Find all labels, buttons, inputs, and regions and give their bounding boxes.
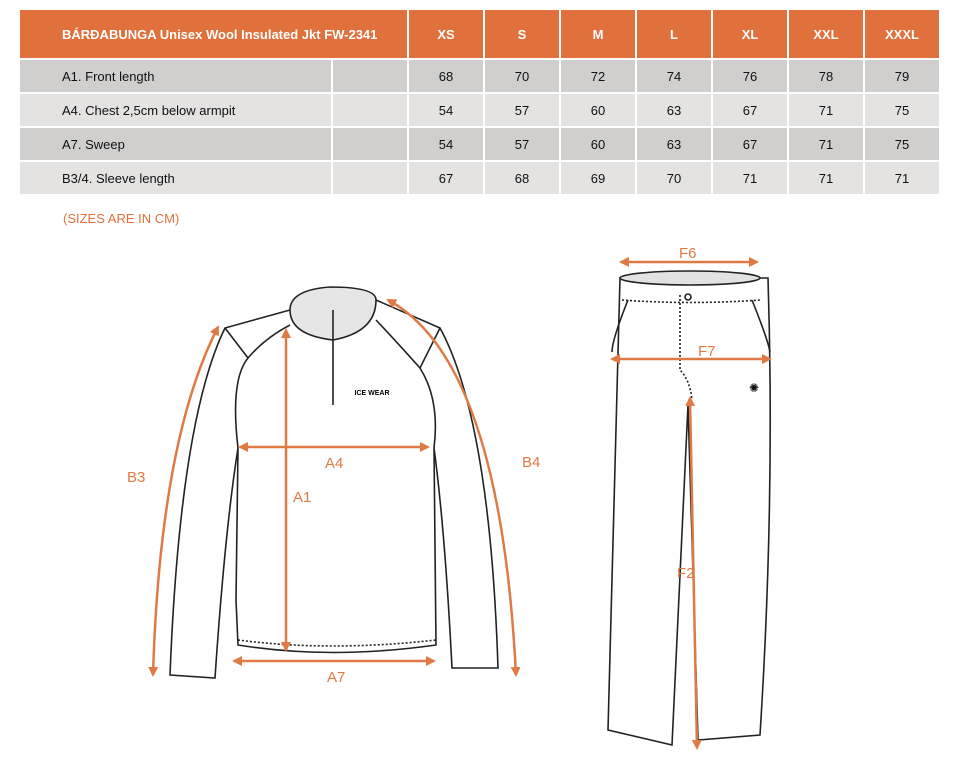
label-f6: F6 bbox=[679, 245, 697, 262]
label-a4: A4 bbox=[325, 455, 343, 472]
measurement-value: 71 bbox=[789, 128, 863, 160]
measurement-value: 72 bbox=[561, 60, 635, 92]
measurement-value: 71 bbox=[789, 162, 863, 194]
measurement-value: 71 bbox=[865, 162, 939, 194]
measurement-value: 67 bbox=[409, 162, 483, 194]
measurement-label: A1. Front length bbox=[20, 60, 331, 92]
table-row: A1. Front length 68 70 72 74 76 78 79 bbox=[20, 60, 939, 92]
product-title: BÁRÐABUNGA Unisex Wool Insulated Jkt FW-… bbox=[20, 10, 407, 58]
blank-cell bbox=[333, 60, 407, 92]
measurement-value: 54 bbox=[409, 128, 483, 160]
measurement-value: 75 bbox=[865, 128, 939, 160]
snowflake-icon: ✺ bbox=[749, 381, 759, 395]
jacket-logo: ICE WEAR bbox=[355, 390, 390, 397]
blank-cell bbox=[333, 128, 407, 160]
measurement-value: 71 bbox=[713, 162, 787, 194]
measurement-label: A4. Chest 2,5cm below armpit bbox=[20, 94, 331, 126]
measurement-value: 69 bbox=[561, 162, 635, 194]
label-b3: B3 bbox=[127, 469, 145, 486]
table-row: B3/4. Sleeve length 67 68 69 70 71 71 71 bbox=[20, 162, 939, 194]
table-row: A4. Chest 2,5cm below armpit 54 57 60 63 67 71… bbox=[20, 94, 939, 126]
measurement-value: 67 bbox=[713, 128, 787, 160]
size-header: M bbox=[561, 10, 635, 58]
size-header: XXL bbox=[789, 10, 863, 58]
jacket-drawing bbox=[169, 286, 499, 679]
label-f7: F7 bbox=[698, 343, 716, 360]
measurement-value: 75 bbox=[865, 94, 939, 126]
units-note: (SIZES ARE IN CM) bbox=[63, 211, 180, 226]
blank-cell bbox=[333, 94, 407, 126]
pants-drawing bbox=[607, 270, 772, 746]
measurement-label: B3/4. Sleeve length bbox=[20, 162, 331, 194]
size-chart-table: BÁRÐABUNGA Unisex Wool Insulated Jkt FW-… bbox=[18, 8, 941, 196]
size-header: XL bbox=[713, 10, 787, 58]
measurement-value: 70 bbox=[637, 162, 711, 194]
measurement-labels: A1 A4 A7 B3 B4 F2 F6 F7 bbox=[127, 245, 716, 686]
size-header: XXXL bbox=[865, 10, 939, 58]
measurement-value: 74 bbox=[637, 60, 711, 92]
measurement-value: 67 bbox=[713, 94, 787, 126]
table-header: BÁRÐABUNGA Unisex Wool Insulated Jkt FW-… bbox=[20, 10, 939, 58]
size-header: L bbox=[637, 10, 711, 58]
label-a7: A7 bbox=[327, 669, 345, 686]
measurement-value: 79 bbox=[865, 60, 939, 92]
measurement-value: 78 bbox=[789, 60, 863, 92]
measurement-value: 60 bbox=[561, 94, 635, 126]
measurement-value: 57 bbox=[485, 128, 559, 160]
measurement-label: A7. Sweep bbox=[20, 128, 331, 160]
label-f2: F2 bbox=[677, 565, 695, 582]
measurement-value: 68 bbox=[409, 60, 483, 92]
measurement-value: 63 bbox=[637, 128, 711, 160]
table-row: A7. Sweep 54 57 60 63 67 71 75 bbox=[20, 128, 939, 160]
measurement-value: 54 bbox=[409, 94, 483, 126]
measurement-value: 63 bbox=[637, 94, 711, 126]
measurement-value: 57 bbox=[485, 94, 559, 126]
label-a1: A1 bbox=[293, 489, 311, 506]
measurement-value: 60 bbox=[561, 128, 635, 160]
label-b4: B4 bbox=[522, 454, 540, 471]
measurement-value: 76 bbox=[713, 60, 787, 92]
measurement-value: 70 bbox=[485, 60, 559, 92]
size-header: S bbox=[485, 10, 559, 58]
blank-cell bbox=[333, 162, 407, 194]
measurement-arrows bbox=[148, 257, 772, 750]
measurement-value: 71 bbox=[789, 94, 863, 126]
size-header: XS bbox=[409, 10, 483, 58]
measurement-value: 68 bbox=[485, 162, 559, 194]
